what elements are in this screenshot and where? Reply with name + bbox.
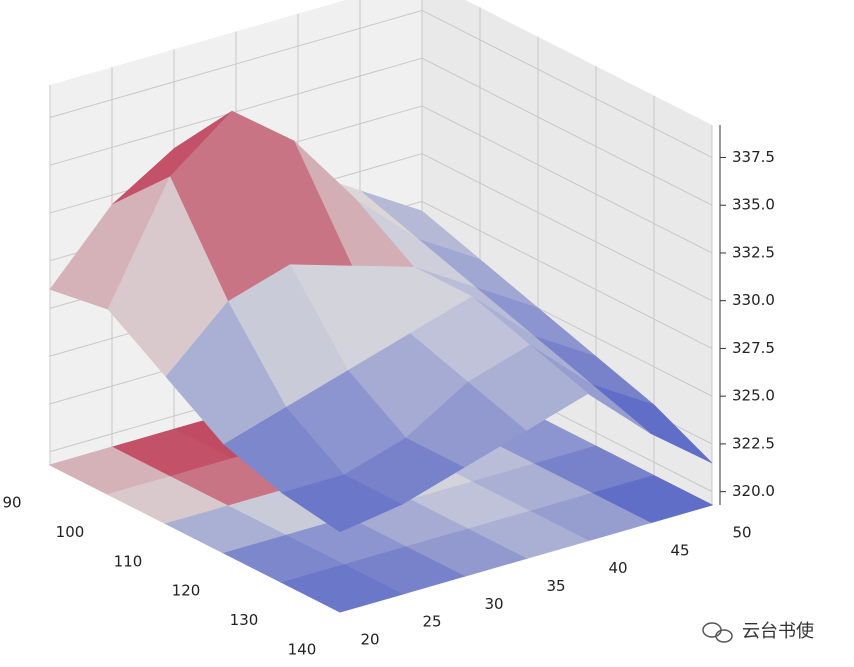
- surface-cell: [281, 474, 403, 533]
- watermark: 云台书使: [742, 621, 814, 642]
- y-tick-label: 20: [360, 631, 379, 649]
- z-tick-label: 332.5: [732, 243, 775, 261]
- surface: [49, 110, 713, 533]
- z-tick-label: 322.5: [732, 434, 775, 452]
- z-tick-label: 327.5: [732, 339, 775, 357]
- grid-line: [421, 105, 713, 254]
- x-tick-label: 130: [230, 611, 259, 629]
- y-tick-label: 30: [484, 595, 503, 613]
- y-tick-label: 35: [546, 577, 565, 595]
- y-tick-label: 40: [608, 559, 627, 577]
- x-tick-label: 100: [56, 523, 85, 541]
- grid-line: [49, 9, 423, 118]
- z-tick-label: 337.5: [732, 148, 775, 166]
- z-tick-label: 335.0: [732, 196, 775, 214]
- tick-labels: 90 100 110 120 130 140 20 25 30 35 40 45 50 320.0 322.…: [2, 125, 775, 659]
- y-tick-label: 50: [732, 524, 751, 542]
- x-tick-label: 140: [288, 641, 317, 659]
- watermark-icon: [702, 622, 733, 643]
- grid-line: [421, 57, 713, 206]
- floor-cell: [280, 564, 404, 613]
- x-tick-label: 110: [114, 552, 143, 570]
- z-tick-label: 330.0: [732, 291, 775, 309]
- x-tick-label: 120: [172, 582, 201, 600]
- y-tick-label: 25: [422, 613, 441, 631]
- z-tick-label: 320.0: [732, 482, 775, 500]
- grid-line: [421, 10, 713, 158]
- x-tick-label: 90: [2, 494, 21, 512]
- z-tick-label: 325.0: [732, 387, 775, 405]
- grid-line: [421, 200, 713, 349]
- y-tick-label: 45: [670, 541, 689, 559]
- grid-line: [421, 153, 713, 302]
- grid-line: [49, 57, 423, 166]
